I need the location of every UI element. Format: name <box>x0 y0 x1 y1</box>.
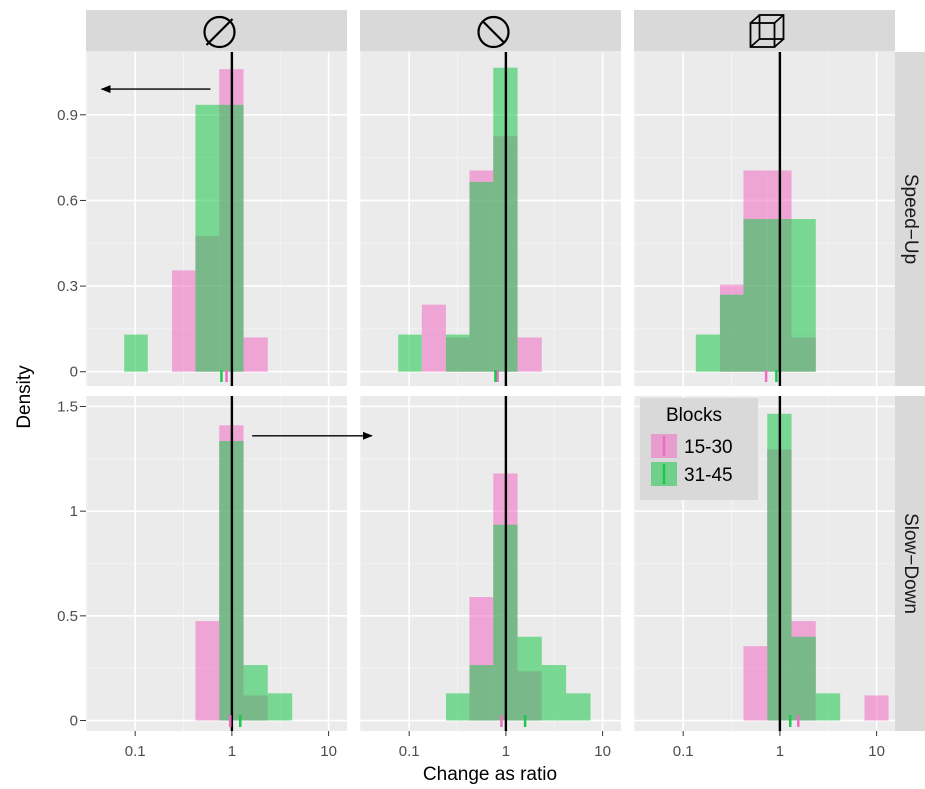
x-tick-label: 0.1 <box>399 743 420 760</box>
histogram-bar-31-45 <box>124 334 148 372</box>
y-tick-label: 0.6 <box>57 192 78 209</box>
histogram-bar-31-45 <box>791 219 816 372</box>
x-tick-label: 0.1 <box>125 743 146 760</box>
column-strip <box>634 10 895 52</box>
histogram-bar-15-30 <box>243 337 268 372</box>
icon-slash <box>481 20 506 44</box>
histogram-bar-31-45 <box>695 334 720 372</box>
x-tick-label: 0.1 <box>673 743 694 760</box>
panel-marks <box>445 396 591 731</box>
histogram-bar-31-45 <box>719 294 744 372</box>
icon-circle <box>203 15 236 49</box>
x-axis-title: Change as ratio <box>423 764 557 785</box>
icon-cube-back <box>758 14 785 40</box>
histogram-bar-31-45 <box>566 693 591 721</box>
icon-cube-front <box>749 22 776 48</box>
histogram-bar-15-30 <box>195 621 220 721</box>
x-tick-label: 1 <box>776 743 784 760</box>
legend-label: 31-45 <box>684 465 733 486</box>
legend-label: 15-30 <box>684 437 733 458</box>
x-tick-label: 10 <box>320 743 337 760</box>
x-tick-label: 1 <box>228 743 236 760</box>
row-strip <box>895 52 925 386</box>
y-tick-label: 0.5 <box>57 608 78 625</box>
histogram-bar-31-45 <box>791 636 816 721</box>
y-axis-title: Density <box>14 365 35 429</box>
row-strip-label: Speed−Up <box>900 174 921 264</box>
icon-slash <box>205 18 234 46</box>
y-tick-label: 1.5 <box>57 398 78 415</box>
histogram-bar-31-45 <box>815 693 841 721</box>
y-tick-label: 0.3 <box>57 278 78 295</box>
histogram-bar-15-30 <box>171 270 196 372</box>
wireframe-cube-icon <box>749 14 785 48</box>
y-tick-label: 0.9 <box>57 107 78 124</box>
histogram-bar-31-45 <box>445 693 470 721</box>
slashed-circle-icon <box>203 15 236 49</box>
histogram-bar-15-30 <box>864 695 889 721</box>
y-tick-label: 0 <box>70 713 78 730</box>
row-strip <box>895 396 925 731</box>
x-tick-label: 10 <box>868 743 885 760</box>
histogram-bar-31-45 <box>445 334 470 372</box>
histogram-bar-15-30 <box>421 304 446 372</box>
histogram-bar-31-45 <box>267 693 293 721</box>
icon-circle <box>477 15 510 49</box>
histogram-bar-31-45 <box>541 665 567 721</box>
histogram-bar-31-45 <box>398 334 422 372</box>
histogram-bar-15-30 <box>517 337 542 372</box>
histogram-bar-15-30 <box>743 646 768 721</box>
x-tick-label: 10 <box>594 743 611 760</box>
panel-marks <box>195 396 293 731</box>
histogram-bar-31-45 <box>469 665 494 721</box>
y-tick-label: 0 <box>70 364 78 381</box>
legend-title: Blocks <box>666 405 722 426</box>
panel-marks <box>124 52 268 386</box>
histogram-bar-31-45 <box>469 181 494 372</box>
icon-cube-edges <box>749 14 785 48</box>
histogram-bar-31-45 <box>243 665 268 721</box>
histogram-bar-31-45 <box>517 636 542 721</box>
y-tick-label: 1 <box>70 503 78 520</box>
slashed-sphere-icon <box>477 15 510 49</box>
x-tick-label: 1 <box>502 743 510 760</box>
panel-marks <box>743 396 889 731</box>
panel-marks <box>695 52 816 386</box>
panel-marks <box>398 52 542 386</box>
histogram-bar-31-45 <box>743 219 768 372</box>
row-strip-label: Slow−Down <box>900 513 921 614</box>
histogram-bar-31-45 <box>195 104 220 372</box>
